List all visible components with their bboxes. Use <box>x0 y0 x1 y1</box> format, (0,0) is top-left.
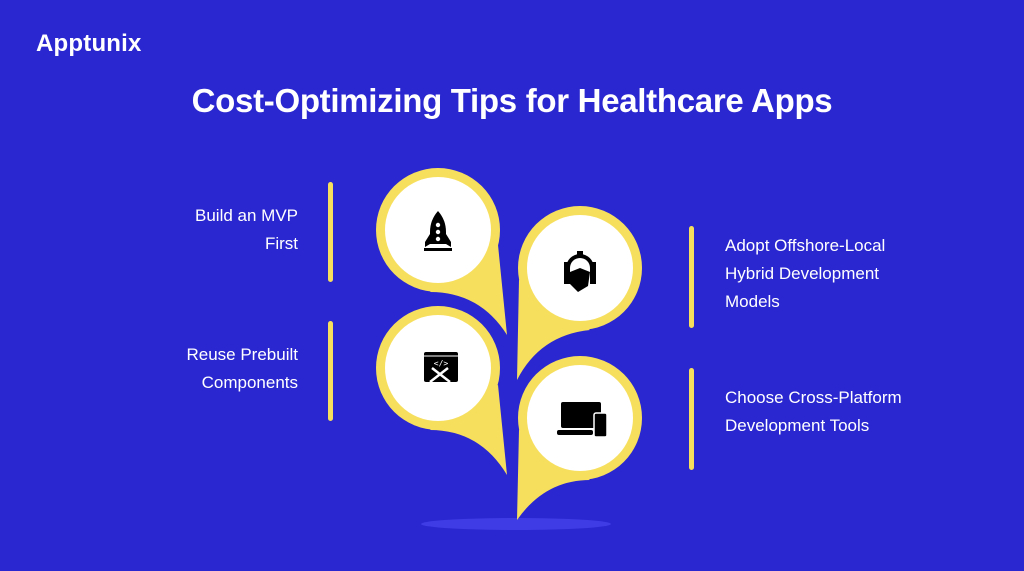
bubble-offshore <box>517 206 642 380</box>
bubble-reuse: </> <box>376 306 507 475</box>
accent-bar <box>328 321 333 421</box>
tip-line: Models <box>725 292 780 311</box>
tip-line: Hybrid Development <box>725 264 880 283</box>
tip-build-mvp: Build an MVP First <box>38 202 298 258</box>
tip-line: First <box>264 234 298 253</box>
tip-line: Development Tools <box>725 416 870 435</box>
tip-line: Build an MVP <box>195 206 298 225</box>
tip-line: Choose Cross-Platform <box>725 388 902 407</box>
tip-reuse-components: Reuse Prebuilt Components <box>38 341 298 397</box>
accent-bar <box>328 182 333 282</box>
apptunix-logo: Apptunix <box>36 30 142 57</box>
tip-offshore-hybrid: Adopt Offshore-Local Hybrid Development … <box>725 232 985 316</box>
tip-line: Reuse Prebuilt <box>186 345 298 364</box>
page-title: Cost-Optimizing Tips for Healthcare Apps <box>191 82 833 119</box>
bubble-cross-platform <box>517 356 642 520</box>
tip-line: Components <box>201 373 298 392</box>
handshake-gear-icon <box>564 251 596 292</box>
svg-text:</>: </> <box>434 359 449 368</box>
accent-bar <box>689 368 694 470</box>
code-tools-icon: </> <box>424 352 458 383</box>
tip-cross-platform: Choose Cross-Platform Development Tools <box>725 384 985 440</box>
bubble-mvp <box>376 168 507 335</box>
devices-icon <box>557 402 608 438</box>
accent-bar <box>689 226 694 328</box>
rocket-icon <box>424 211 452 251</box>
shadow <box>421 518 611 530</box>
tip-line: Adopt Offshore-Local <box>725 236 886 255</box>
